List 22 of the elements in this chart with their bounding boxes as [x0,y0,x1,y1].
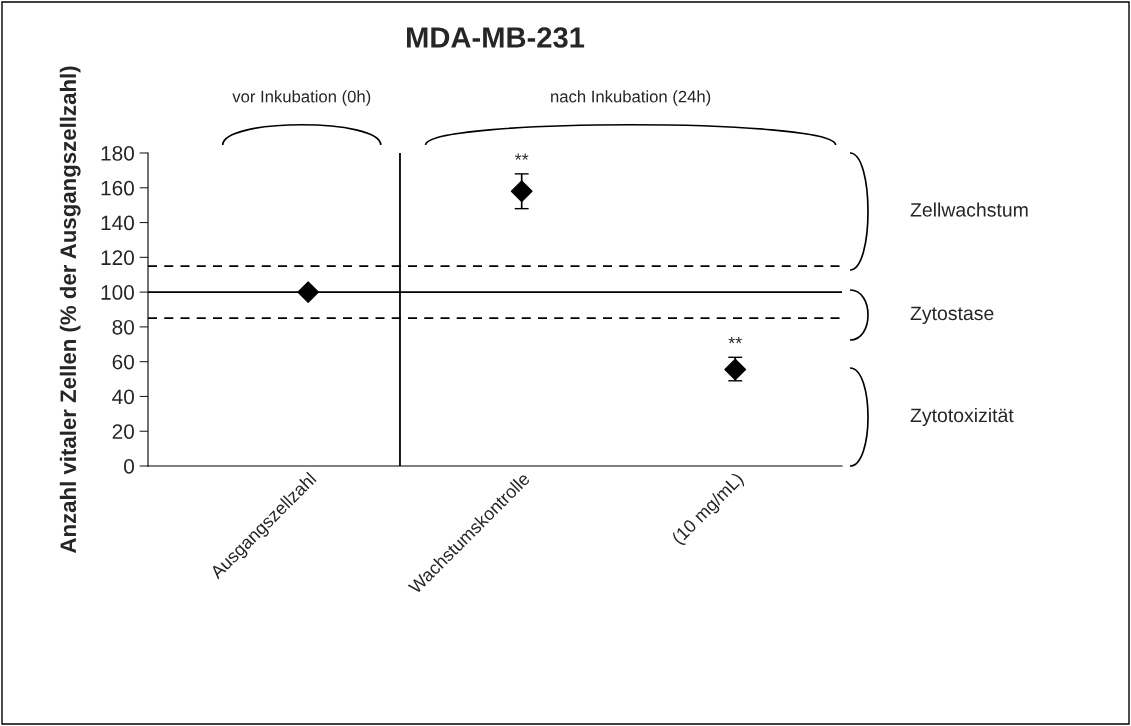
text: Zytotoxizität [910,407,1014,427]
point [510,180,533,203]
y-tick-label: 180 [101,146,134,161]
y-tick-label: 20 [112,424,134,439]
y-tick-label: 140 [101,215,134,231]
y-tick-label: 40 [112,389,134,405]
y-tick-label: 80 [112,319,134,335]
y-axis-title: Anzahl vitaler Zellen (% der Ausgangszellzahl) [59,66,81,554]
annotation: ** [728,336,742,344]
text: vor Inkubation (0h) [232,90,371,106]
y-tick-label: 120 [101,250,134,266]
point [724,358,747,381]
point [297,281,320,303]
y-tick-label: 0 [124,459,134,474]
y-tick-label: 60 [112,354,134,370]
annotation: ** [514,153,529,160]
y-tick-label: 160 [101,180,134,196]
chart-title: MDA-MB-231 [407,27,585,48]
text: Zellwachstum [910,202,1028,217]
text: nach Inkubation (24h) [551,90,711,106]
text: Zytostase [910,306,994,325]
y-tick-label: 100 [101,285,134,300]
